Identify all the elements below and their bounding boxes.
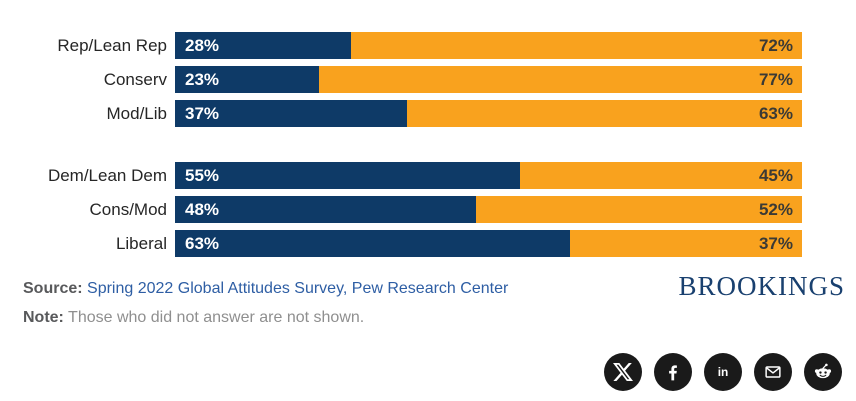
stacked-bar: 28% 72% [175,32,802,59]
value-label: 28% [185,36,220,55]
bar-segment-left-segment: 37% [175,100,407,127]
stacked-bar: 55% 45% [175,162,802,189]
bar-segment-left-segment: 23% [175,66,320,93]
value-label: 72% [758,36,793,55]
value-label: 63% [185,234,220,253]
brookings-logo: BROOKINGS [678,271,845,301]
svg-text:in: in [718,365,729,379]
value-label: 77% [758,70,793,89]
category-label: Dem/Lean Dem [47,165,167,185]
value-label: 23% [185,70,220,89]
linkedin-share-button[interactable]: in [704,353,742,391]
bar-segment-right-segment: 63% [406,100,802,127]
bar-segment-right-segment: 37% [570,230,802,257]
x-icon [613,362,633,382]
category-label: Cons/Mod [89,199,167,219]
value-label: 45% [758,166,793,185]
stacked-bar: 23% 77% [175,66,802,93]
note-label: Note: [23,309,64,326]
note-line: Note: Those who did not answer are not s… [23,309,364,327]
chart-row: Dem/Lean Dem 55% 45% [0,162,802,189]
value-label: 48% [185,200,220,219]
category-label: Liberal [115,233,167,253]
chart-row: Conserv 23% 77% [0,66,802,93]
value-label: 52% [758,200,793,219]
chart-row: Liberal 63% 37% [0,230,802,257]
category-label: Conserv [103,69,167,89]
source-line: Source: Spring 2022 Global Attitudes Sur… [23,280,508,298]
value-label: 55% [185,166,220,185]
chart-row: Rep/Lean Rep 28% 72% [0,32,802,59]
value-label: 37% [185,104,220,123]
reddit-share-button[interactable] [804,353,842,391]
reddit-icon [814,363,832,379]
stacked-bar: 63% 37% [175,230,802,257]
bar-group-1: Rep/Lean Rep 28% 72% Conserv 23% 77% Mod/Lib 37… [0,32,802,127]
facebook-share-button[interactable] [654,353,692,391]
facebook-icon [669,365,677,381]
email-share-button[interactable] [754,353,792,391]
bar-segment-left-segment: 28% [175,32,351,59]
value-label: 37% [758,234,793,253]
bar-segment-left-segment: 48% [175,196,476,223]
source-label: Source: [23,280,83,297]
linkedin-icon: in [718,365,729,379]
chart-row: Mod/Lib 37% 63% [0,100,802,127]
chart-row: Cons/Mod 48% 52% [0,196,802,223]
category-label: Mod/Lib [106,103,167,123]
stacked-bar: 37% 63% [175,100,802,127]
bar-segment-left-segment: 55% [175,162,520,189]
x-share-button[interactable] [604,353,642,391]
bar-group-2: Dem/Lean Dem 55% 45% Cons/Mod 48% 52% Liberal 6… [0,162,802,257]
value-label: 63% [758,104,793,123]
bar-segment-right-segment: 77% [319,66,802,93]
source-link[interactable]: Spring 2022 Global Attitudes Survey, Pew… [87,280,509,297]
social-share-bar: in [604,353,842,391]
category-label: Rep/Lean Rep [57,35,167,55]
bar-segment-left-segment: 63% [175,230,570,257]
bar-segment-right-segment: 72% [350,32,802,59]
stacked-bar-chart: Rep/Lean Rep 28% 72% Conserv 23% 77% Mod/Lib 37… [0,32,802,257]
stacked-bar: 48% 52% [175,196,802,223]
bar-segment-right-segment: 45% [519,162,802,189]
note-text: Those who did not answer are not shown. [68,309,365,326]
email-icon [765,366,781,378]
bar-segment-right-segment: 52% [475,196,802,223]
